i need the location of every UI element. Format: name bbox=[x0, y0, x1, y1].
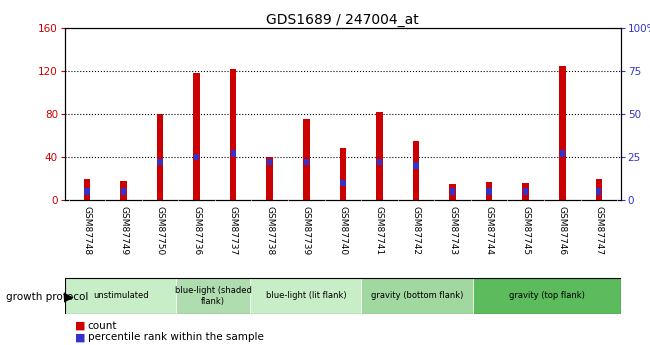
Text: percentile rank within the sample: percentile rank within the sample bbox=[88, 333, 264, 342]
Bar bbox=[376, 112, 383, 200]
Text: GSM87742: GSM87742 bbox=[411, 206, 421, 255]
Bar bbox=[194, 154, 200, 160]
Text: GSM87746: GSM87746 bbox=[558, 206, 567, 255]
Text: GSM87750: GSM87750 bbox=[155, 206, 164, 256]
Text: GSM87736: GSM87736 bbox=[192, 206, 201, 256]
Bar bbox=[560, 150, 565, 157]
Bar bbox=[250, 278, 361, 314]
Text: blue-light (lit flank): blue-light (lit flank) bbox=[265, 291, 346, 300]
Text: GSM87738: GSM87738 bbox=[265, 206, 274, 256]
Bar bbox=[65, 278, 176, 314]
Bar bbox=[157, 114, 163, 200]
Text: ■: ■ bbox=[75, 333, 85, 342]
Bar bbox=[340, 180, 346, 186]
Bar bbox=[84, 188, 90, 195]
Text: GSM87743: GSM87743 bbox=[448, 206, 457, 255]
Text: GSM87741: GSM87741 bbox=[375, 206, 384, 255]
Title: GDS1689 / 247004_at: GDS1689 / 247004_at bbox=[266, 12, 419, 27]
Bar bbox=[596, 188, 601, 195]
Text: ▶: ▶ bbox=[64, 290, 73, 303]
Bar bbox=[303, 119, 309, 200]
Text: GSM87739: GSM87739 bbox=[302, 206, 311, 256]
Bar bbox=[559, 66, 566, 200]
Text: gravity (top flank): gravity (top flank) bbox=[509, 291, 584, 300]
Text: GSM87749: GSM87749 bbox=[119, 206, 128, 255]
Text: blue-light (shaded
flank): blue-light (shaded flank) bbox=[175, 286, 252, 306]
Bar bbox=[361, 278, 473, 314]
Text: GSM87747: GSM87747 bbox=[594, 206, 603, 255]
Text: unstimulated: unstimulated bbox=[93, 291, 148, 300]
Bar bbox=[304, 159, 309, 165]
Bar bbox=[413, 141, 419, 200]
Bar bbox=[267, 159, 272, 165]
Bar bbox=[523, 188, 528, 195]
Text: GSM87745: GSM87745 bbox=[521, 206, 530, 255]
Bar bbox=[157, 159, 162, 165]
Text: GSM87748: GSM87748 bbox=[83, 206, 92, 255]
Bar bbox=[486, 188, 492, 195]
Text: growth protocol: growth protocol bbox=[6, 292, 89, 302]
Bar bbox=[449, 184, 456, 200]
Bar bbox=[486, 182, 493, 200]
Bar bbox=[595, 179, 602, 200]
Bar bbox=[473, 278, 621, 314]
Bar bbox=[230, 69, 237, 200]
Bar bbox=[176, 278, 250, 314]
Bar bbox=[231, 150, 236, 157]
Text: GSM87737: GSM87737 bbox=[229, 206, 238, 256]
Bar bbox=[450, 188, 455, 195]
Text: GSM87744: GSM87744 bbox=[485, 206, 493, 255]
Bar bbox=[339, 148, 346, 200]
Text: count: count bbox=[88, 321, 117, 331]
Bar bbox=[413, 162, 419, 169]
Bar bbox=[377, 159, 382, 165]
Bar bbox=[120, 181, 127, 200]
Text: GSM87740: GSM87740 bbox=[339, 206, 347, 255]
Bar bbox=[121, 188, 126, 195]
Bar bbox=[84, 179, 90, 200]
Text: ■: ■ bbox=[75, 321, 85, 331]
Text: gravity (bottom flank): gravity (bottom flank) bbox=[370, 291, 463, 300]
Bar bbox=[266, 157, 273, 200]
Bar bbox=[193, 73, 200, 200]
Bar bbox=[523, 183, 529, 200]
